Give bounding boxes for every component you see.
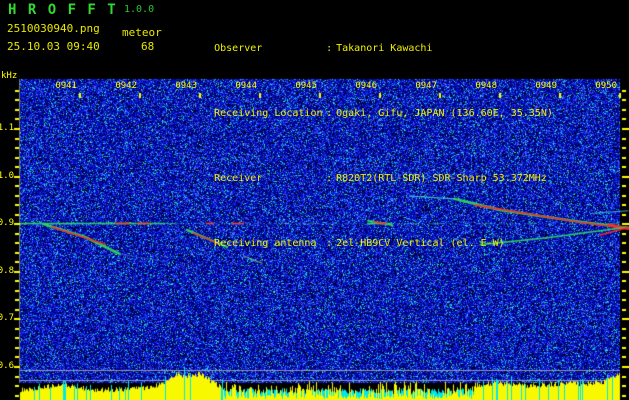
station-info: Observer: Takanori Kawachi Receiving Loca…: [178, 3, 553, 289]
echo-count: 68: [141, 40, 155, 53]
info-separator: :: [326, 238, 333, 249]
x-tick-label: 0946: [355, 81, 377, 91]
app-version: 1.0.0: [124, 4, 155, 15]
info-label: Observer: [214, 43, 263, 54]
x-tick-label: 0947: [415, 81, 437, 91]
x-tick-label: 0950: [595, 81, 617, 91]
x-tick-label: 0941: [55, 81, 77, 91]
info-separator: :: [326, 173, 333, 184]
x-tick-label: 0948: [475, 81, 497, 91]
info-value: R820T2(RTL-SDR) SDR-Sharp 53.372MHz: [336, 173, 547, 184]
y-axis-unit-label: kHz: [1, 71, 18, 81]
y-tick-label: 0.6: [0, 361, 14, 371]
x-tick-label: 0944: [235, 81, 257, 91]
info-row-observer: Observer: Takanori Kawachi: [178, 29, 553, 68]
info-value: Takanori Kawachi: [336, 43, 433, 54]
app-title: H R O F F T: [8, 2, 118, 18]
output-filename: 2510030940.png: [7, 22, 100, 35]
info-row-antenna: Receiving antenna:2el-HB9CV Vertical (el…: [178, 224, 553, 263]
info-separator: :: [326, 43, 333, 54]
info-value: Ogaki, Gifu, JAPAN (136.60E, 35.35N): [336, 108, 553, 119]
info-label: Receiving Location: [214, 108, 323, 119]
info-label: Receiving antenna: [214, 238, 317, 249]
x-tick-label: 0943: [175, 81, 197, 91]
observation-datetime: 25.10.03 09:40: [7, 40, 100, 53]
info-separator: :: [326, 108, 333, 119]
x-tick-label: 0949: [535, 81, 557, 91]
y-tick-label: 0.9: [0, 218, 14, 229]
info-row-receiver: Receiver: R820T2(RTL-SDR) SDR-Sharp 53.37…: [178, 159, 553, 198]
x-tick-label: 0942: [115, 81, 137, 91]
info-value: 2el-HB9CV Vertical (el. E-W): [336, 238, 505, 249]
y-tick-label: 0.7: [0, 313, 14, 324]
observation-mode: meteor: [122, 26, 162, 39]
y-tick-label: 1.1: [0, 123, 14, 133]
info-row-location: Receiving Location: Ogaki, Gifu, JAPAN (1…: [178, 94, 553, 133]
info-label: Receiver: [214, 173, 263, 184]
y-tick-label: 0.8: [0, 265, 14, 276]
y-tick-label: 1.0: [0, 170, 14, 181]
x-tick-label: 0945: [295, 81, 317, 91]
